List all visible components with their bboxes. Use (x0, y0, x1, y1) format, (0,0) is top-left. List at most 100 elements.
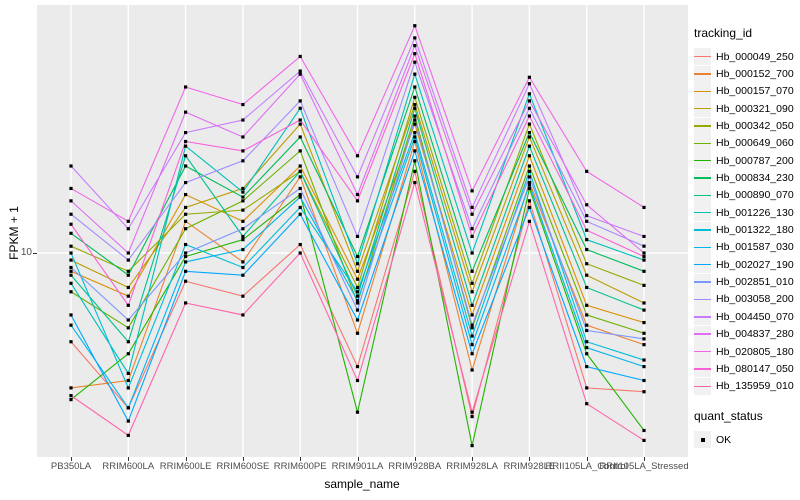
legend-key-line (694, 229, 711, 231)
data-point (241, 190, 245, 194)
data-point (527, 75, 531, 79)
data-point (184, 130, 188, 135)
legend-entry-Hb_001226_130: Hb_001226_130 (694, 204, 800, 222)
data-point (585, 214, 589, 218)
legend-key-line (694, 368, 711, 370)
legend-key-swatch (694, 117, 711, 135)
data-point (470, 290, 474, 294)
data-point (585, 285, 589, 290)
legend-key-line (694, 194, 711, 197)
legend-key-line (694, 281, 711, 283)
legend-key-line (694, 333, 711, 335)
data-point (69, 222, 73, 226)
data-point (241, 199, 245, 203)
data-point (184, 279, 188, 283)
data-point (413, 52, 417, 56)
legend-key-swatch (694, 290, 711, 308)
legend-title-tracking-id: tracking_id (694, 26, 753, 40)
quant-legend-entries: OK (694, 431, 800, 449)
data-point (298, 195, 302, 199)
y-axis-tick-mark (33, 253, 37, 254)
data-point (241, 313, 245, 317)
data-point (69, 258, 73, 262)
data-point (355, 154, 360, 158)
legend-entry-label: Hb_001226_130 (716, 206, 794, 219)
legend-entry-Hb_000834_230: Hb_000834_230 (694, 169, 800, 187)
data-point (298, 118, 302, 122)
data-point (413, 43, 417, 48)
legend-key-line (694, 73, 711, 75)
legend-entry-label: Hb_000342_050 (716, 120, 794, 133)
data-point (184, 227, 188, 231)
data-point (355, 175, 360, 179)
legend-key-line (694, 55, 711, 58)
data-point (470, 313, 474, 317)
x-axis-tick-label: RRIM600PE (273, 461, 327, 472)
legend-key-line (694, 350, 711, 353)
data-point (585, 402, 589, 406)
data-point (527, 99, 531, 103)
x-axis-title: sample_name (324, 477, 400, 491)
legend-entry-label: Hb_080147_050 (716, 362, 794, 375)
data-point (69, 244, 73, 248)
data-point (642, 390, 646, 394)
legend-entry-Hb_000649_060: Hb_000649_060 (694, 134, 800, 152)
legend-entry-Hb_135959_010: Hb_135959_010 (694, 377, 800, 395)
data-point (241, 247, 245, 252)
data-point (184, 180, 188, 185)
data-point (69, 273, 73, 277)
data-point (642, 331, 646, 335)
data-point (298, 69, 302, 73)
data-point (126, 294, 130, 298)
legend-entry-Hb_080147_050: Hb_080147_050 (694, 360, 800, 378)
legend-entry-Hb_000787_200: Hb_000787_200 (694, 152, 800, 170)
legend-key-line (694, 177, 711, 179)
data-point (470, 205, 474, 210)
legend-key-swatch (694, 325, 711, 343)
legend-entry-label: Hb_000890_070 (716, 189, 794, 202)
data-point (184, 251, 188, 255)
data-point (184, 164, 188, 168)
data-point (413, 106, 417, 110)
legend-key-swatch (694, 204, 711, 222)
data-point (184, 110, 188, 114)
data-point (241, 135, 245, 139)
data-point (241, 260, 245, 264)
data-point (527, 199, 531, 203)
data-point (413, 180, 417, 185)
x-axis-tick-mark (529, 457, 531, 461)
legend-key-line (694, 125, 711, 127)
legend-entry-label: Hb_000049_250 (716, 50, 794, 63)
data-point (355, 290, 360, 294)
data-point (126, 340, 130, 344)
x-axis-tick-mark (414, 457, 416, 461)
legend-key-line (694, 90, 711, 93)
data-point (126, 219, 130, 223)
data-point (355, 269, 360, 273)
x-axis-tick-label: RRIM928BA (388, 461, 442, 472)
y-axis-tick-label: 10 (20, 247, 32, 258)
x-axis-tick-label: PB350LA (50, 461, 92, 472)
legend-entry-label: Hb_003058_200 (716, 293, 794, 306)
legend-entry-Hb_004450_070: Hb_004450_070 (694, 308, 800, 326)
data-point (69, 231, 73, 235)
data-point (241, 102, 245, 107)
data-point (585, 386, 589, 390)
data-point (184, 205, 188, 210)
x-axis-tick-mark (242, 457, 244, 461)
legend-key-swatch (694, 186, 711, 204)
legend-entry-Hb_000049_250: Hb_000049_250 (694, 48, 800, 66)
x-axis-tick-mark (71, 457, 72, 461)
data-point (184, 254, 188, 259)
data-point (642, 269, 646, 273)
data-point (413, 135, 417, 139)
data-point (126, 303, 130, 307)
data-point (413, 85, 417, 89)
data-point (413, 118, 417, 122)
data-point (413, 130, 417, 135)
data-point (527, 144, 531, 148)
legend: tracking_id Hb_000049_250 Hb_000152_700 Hb… (694, 26, 800, 449)
data-point (413, 36, 417, 40)
legend-entry-label: Hb_004837_280 (716, 328, 794, 341)
data-point (642, 254, 646, 259)
